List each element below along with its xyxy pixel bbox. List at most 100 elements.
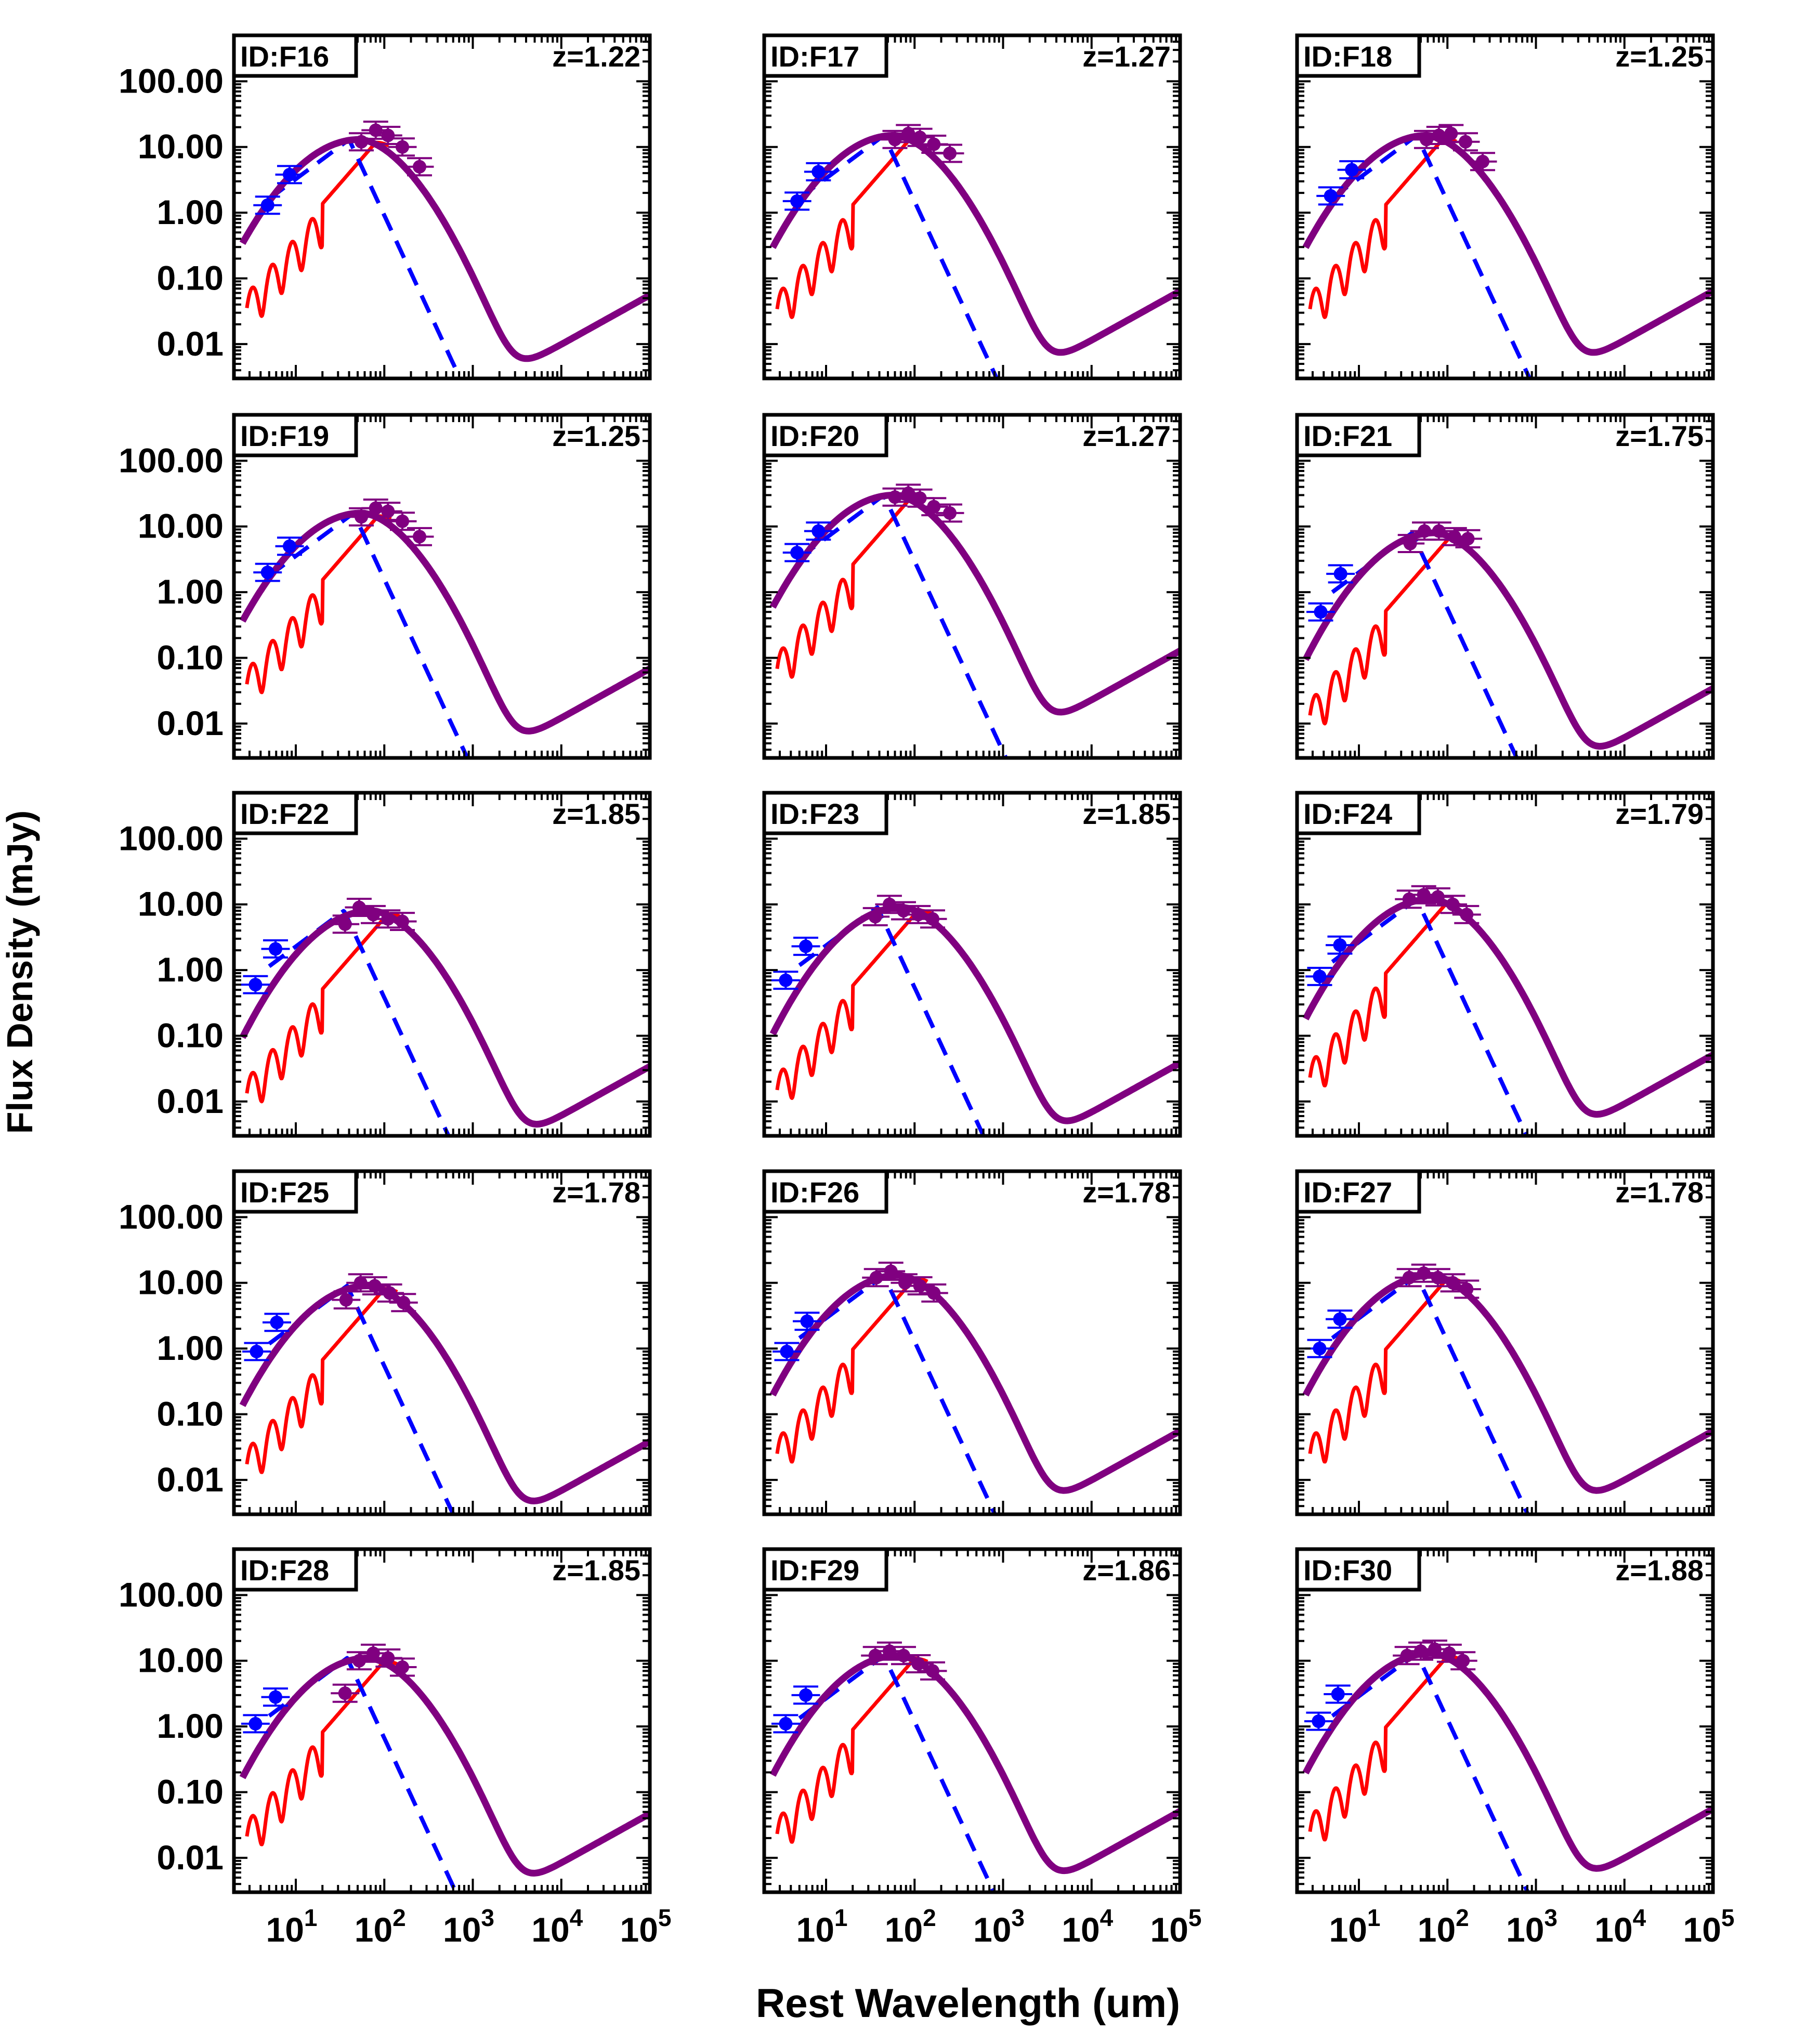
y-tick-label: 1.00 xyxy=(157,193,224,231)
panel-id-label: ID:F23 xyxy=(762,791,888,835)
long-wavelength-point xyxy=(1452,905,1481,924)
svg-text:ID:F20: ID:F20 xyxy=(770,420,859,452)
short-wavelength-point xyxy=(771,971,800,990)
panel-redshift-label: z=1.22 xyxy=(552,40,640,73)
panel-frame xyxy=(1295,791,1715,1138)
panel-frame xyxy=(232,1547,652,1894)
total-model-curve xyxy=(769,491,1180,716)
panel-redshift-label: z=1.25 xyxy=(552,420,640,452)
panel-frame xyxy=(232,1169,652,1516)
short-wavelength-point xyxy=(241,975,270,994)
panel-redshift-label: z=1.85 xyxy=(552,797,640,830)
x-axis-label: Rest Wavelength (um) xyxy=(756,1980,1180,2026)
long-wavelength-point xyxy=(881,129,909,149)
long-wavelength-point xyxy=(904,1654,933,1673)
short-wavelength-point xyxy=(1304,1711,1333,1731)
starburst-curve xyxy=(775,908,933,1100)
starburst-curve xyxy=(1308,534,1465,726)
short-wavelength-point xyxy=(1326,564,1355,584)
y-tick-label: 0.01 xyxy=(157,324,224,363)
x-tick-label: 105 xyxy=(1683,1904,1734,1949)
sed-panel: ID:F25 z=1.78 100.00 10.00 1.00 0.10 0.01 xyxy=(119,1169,652,1516)
starburst-curve xyxy=(1308,136,1458,319)
starburst-curve xyxy=(245,140,390,318)
panel-frame xyxy=(762,413,1182,760)
short-wavelength-point xyxy=(804,521,833,541)
long-wavelength-point xyxy=(935,503,964,523)
long-wavelength-point xyxy=(389,1293,418,1313)
short-wavelength-point xyxy=(791,936,820,956)
panel-redshift-label: z=1.27 xyxy=(1082,420,1171,452)
total-model-curve xyxy=(239,509,650,735)
long-wavelength-point xyxy=(1448,1651,1477,1671)
y-tick-label: 0.10 xyxy=(157,638,224,677)
x-tick-label: 101 xyxy=(1329,1904,1380,1949)
short-wavelength-point xyxy=(275,536,304,556)
svg-text:ID:F28: ID:F28 xyxy=(240,1554,329,1587)
long-wavelength-point xyxy=(875,895,904,914)
long-wavelength-point xyxy=(1452,1279,1481,1299)
panel-redshift-label: z=1.79 xyxy=(1615,797,1704,830)
long-wavelength-point xyxy=(1406,1641,1435,1661)
sed-panel: ID:F21 z=1.75 xyxy=(1295,413,1715,760)
short-wavelength-point xyxy=(1337,160,1366,180)
panel-frame xyxy=(1295,1547,1715,1894)
y-tick-label: 10.00 xyxy=(138,507,224,545)
long-wavelength-point xyxy=(1423,887,1452,907)
sed-panel: ID:F17 z=1.27 xyxy=(762,33,1182,381)
y-tick-label: 10.00 xyxy=(138,1263,224,1302)
long-wavelength-point xyxy=(331,914,360,934)
panel-id-label: ID:F28 xyxy=(232,1547,358,1592)
y-tick-label: 10.00 xyxy=(138,1641,224,1680)
sed-panel: ID:F27 z=1.78 xyxy=(1295,1169,1715,1516)
x-tick-label: 101 xyxy=(796,1904,847,1949)
total-model-curve xyxy=(239,907,650,1128)
sed-panel: ID:F16 z=1.22 100.00 10.00 1.00 0.10 0.01 xyxy=(119,33,652,381)
panel-id-label: ID:F25 xyxy=(232,1169,358,1214)
short-wavelength-point xyxy=(792,1312,821,1331)
short-wavelength-point xyxy=(261,939,290,959)
svg-text:ID:F24: ID:F24 xyxy=(1303,797,1392,830)
x-tick-label: 103 xyxy=(973,1904,1025,1949)
x-tick-label: 102 xyxy=(885,1904,936,1949)
panel-redshift-label: z=1.25 xyxy=(1615,40,1704,73)
long-wavelength-point xyxy=(1420,1640,1449,1659)
agn-torus-curve xyxy=(798,1273,998,1514)
long-wavelength-point xyxy=(373,502,402,521)
x-tick-label: 104 xyxy=(1594,1904,1646,1949)
long-wavelength-point xyxy=(918,909,947,929)
total-model-curve xyxy=(769,132,1180,356)
y-tick-label: 1.00 xyxy=(157,1329,224,1367)
x-tick-label: 103 xyxy=(443,1904,494,1949)
panel-redshift-label: z=1.86 xyxy=(1082,1554,1171,1587)
long-wavelength-point xyxy=(919,1283,948,1303)
long-wavelength-point xyxy=(919,497,948,517)
short-wavelength-point xyxy=(772,1342,801,1361)
long-wavelength-point xyxy=(935,143,964,163)
x-tick-label: 105 xyxy=(620,1904,671,1949)
panel-id-label: ID:F29 xyxy=(762,1547,888,1592)
y-tick-label: 1.00 xyxy=(157,572,224,611)
y-tick-label: 0.10 xyxy=(157,1395,224,1433)
y-tick-label: 1.00 xyxy=(157,950,224,989)
total-model-curve xyxy=(769,1652,1180,1875)
agn-torus-curve xyxy=(798,493,1009,758)
short-wavelength-point xyxy=(791,1685,820,1705)
agn-torus-curve xyxy=(268,511,470,758)
long-wavelength-point xyxy=(1438,895,1468,914)
starburst-curve xyxy=(245,912,402,1104)
long-wavelength-point xyxy=(1440,527,1469,546)
panel-frame xyxy=(232,413,652,760)
panel-frame xyxy=(762,1547,1182,1894)
total-model-curve xyxy=(239,1655,650,1877)
long-wavelength-point xyxy=(862,1268,891,1288)
panel-id-label: ID:F16 xyxy=(232,33,358,78)
y-tick-label: 100.00 xyxy=(119,61,224,100)
total-model-curve xyxy=(1302,529,1713,750)
starburst-curve xyxy=(1308,1654,1462,1842)
panel-id-label: ID:F19 xyxy=(232,413,358,457)
y-tick-label: 0.01 xyxy=(157,1082,224,1120)
svg-text:ID:F17: ID:F17 xyxy=(770,40,859,73)
panel-redshift-label: z=1.78 xyxy=(552,1176,640,1209)
agn-torus-curve xyxy=(798,1654,997,1892)
